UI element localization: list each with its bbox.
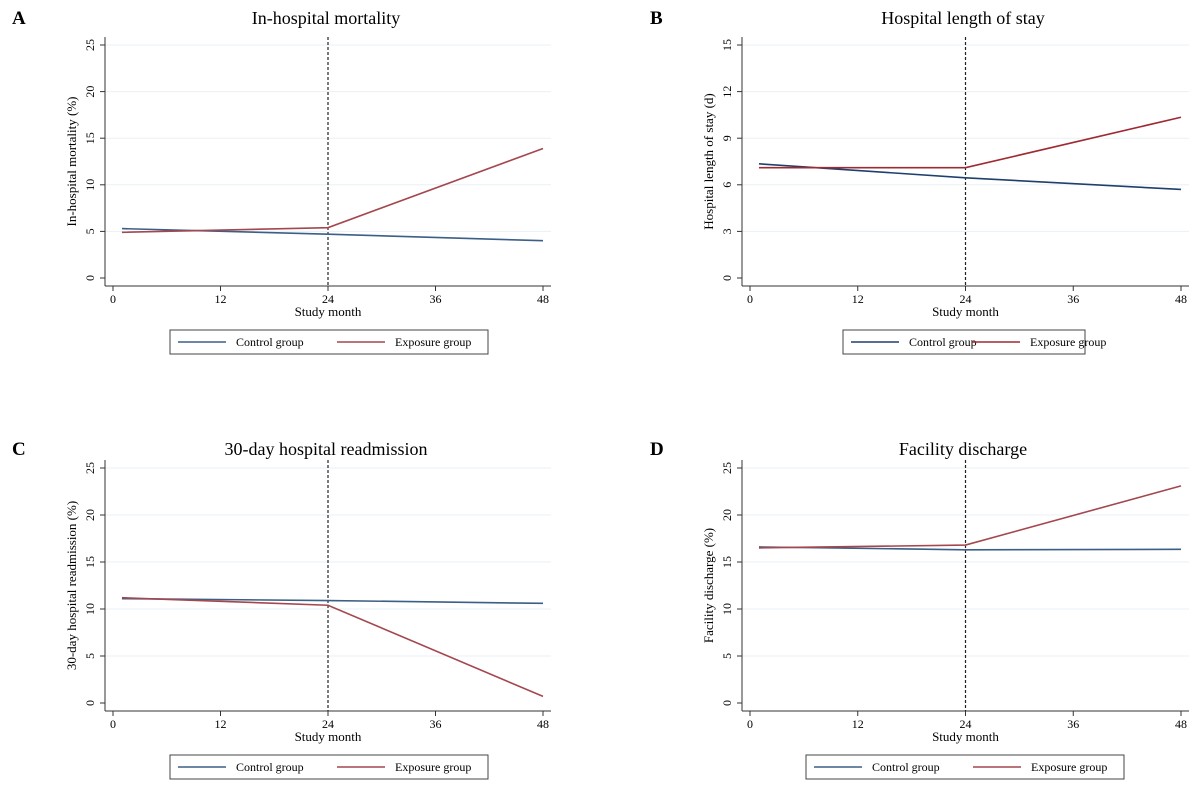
legend-label-control: Control group (236, 335, 304, 349)
y-tick-label: 6 (720, 182, 734, 188)
chart-title: Hospital length of stay (881, 8, 1044, 28)
x-axis-label: Study month (295, 304, 362, 319)
legend-label-control: Control group (872, 760, 940, 774)
chart-title: 30-day hospital readmission (225, 439, 428, 459)
legend-label-exposure: Exposure group (395, 760, 471, 774)
x-tick-label: 24 (322, 292, 334, 306)
y-tick-label: 5 (83, 228, 97, 234)
y-tick-label: 15 (720, 556, 734, 568)
y-tick-label: 0 (720, 275, 734, 281)
panel-d: D Facility discharge 0 5 10 15 20 25 0 12 24 36 48 St… (650, 439, 1189, 780)
x-tick-label: 12 (852, 717, 864, 731)
x-tick-label: 0 (110, 292, 116, 306)
panel-a: A In-hospital mortality 0 5 10 15 20 25 0 12 24 36 4… (12, 8, 551, 355)
x-tick-label: 36 (1067, 292, 1079, 306)
panel-c: C 30-day hospital readmission 0 5 10 15 20 25 0 1… (12, 439, 551, 780)
x-tick-label: 12 (215, 292, 227, 306)
y-tick-label: 25 (83, 462, 97, 474)
y-tick-label: 20 (720, 509, 734, 521)
series-line-exposure (121, 147, 544, 234)
panel-letter: C (12, 439, 26, 460)
legend: Control group Exposure group (169, 754, 489, 780)
series-line-control (758, 546, 1182, 551)
x-tick-label: 12 (852, 292, 864, 306)
y-axis-label: Facility discharge (%) (701, 528, 716, 643)
x-tick-label: 36 (1067, 717, 1079, 731)
panel-letter: D (650, 439, 664, 460)
y-tick-label: 20 (83, 86, 97, 98)
y-tick-label: 5 (720, 653, 734, 659)
y-tick-label: 5 (83, 653, 97, 659)
legend-label-control: Control group (236, 760, 304, 774)
y-tick-label: 20 (83, 509, 97, 521)
legend-label-control: Control group (909, 335, 977, 349)
legend: Control group Exposure group (842, 329, 1106, 355)
legend: Control group Exposure group (805, 754, 1125, 780)
y-tick-label: 15 (720, 39, 734, 51)
x-tick-label: 48 (1175, 292, 1187, 306)
x-tick-label: 48 (537, 717, 549, 731)
x-tick-label: 36 (430, 717, 442, 731)
y-tick-label: 0 (83, 275, 97, 281)
y-axis-label: In-hospital mortality (%) (64, 97, 79, 227)
x-tick-label: 48 (1175, 717, 1187, 731)
legend-label-exposure: Exposure group (395, 335, 471, 349)
chart-title: In-hospital mortality (252, 8, 400, 28)
y-tick-label: 0 (83, 700, 97, 706)
series-line-control (121, 597, 544, 605)
y-tick-label: 25 (83, 39, 97, 51)
y-tick-label: 10 (83, 179, 97, 191)
x-tick-label: 12 (215, 717, 227, 731)
y-tick-label: 15 (83, 132, 97, 144)
x-axis-label: Study month (932, 729, 999, 744)
panel-letter: A (12, 8, 26, 29)
x-axis-label: Study month (295, 729, 362, 744)
x-tick-label: 48 (537, 292, 549, 306)
y-tick-label: 0 (720, 700, 734, 706)
series-line-exposure (121, 596, 544, 698)
y-tick-label: 12 (720, 86, 734, 98)
x-axis-label: Study month (932, 304, 999, 319)
x-tick-label: 0 (747, 717, 753, 731)
legend: Control group Exposure group (169, 329, 489, 355)
x-tick-label: 24 (322, 717, 334, 731)
chart-title: Facility discharge (899, 439, 1027, 459)
y-tick-label: 25 (720, 462, 734, 474)
y-tick-label: 9 (720, 135, 734, 141)
panel-letter: B (650, 8, 663, 29)
series-line-exposure (758, 485, 1182, 549)
legend-label-exposure: Exposure group (1030, 335, 1106, 349)
legend-label-exposure: Exposure group (1031, 760, 1107, 774)
y-axis-label: 30-day hospital readmission (%) (64, 501, 79, 670)
y-tick-label: 10 (720, 603, 734, 615)
y-tick-label: 15 (83, 556, 97, 568)
x-tick-label: 24 (960, 292, 972, 306)
x-tick-label: 24 (960, 717, 972, 731)
y-tick-label: 10 (83, 603, 97, 615)
x-tick-label: 36 (430, 292, 442, 306)
y-tick-label: 3 (720, 228, 734, 234)
x-tick-label: 0 (110, 717, 116, 731)
x-tick-label: 0 (747, 292, 753, 306)
series-line-exposure (758, 116, 1182, 169)
y-axis-label: Hospital length of stay (d) (701, 93, 716, 229)
